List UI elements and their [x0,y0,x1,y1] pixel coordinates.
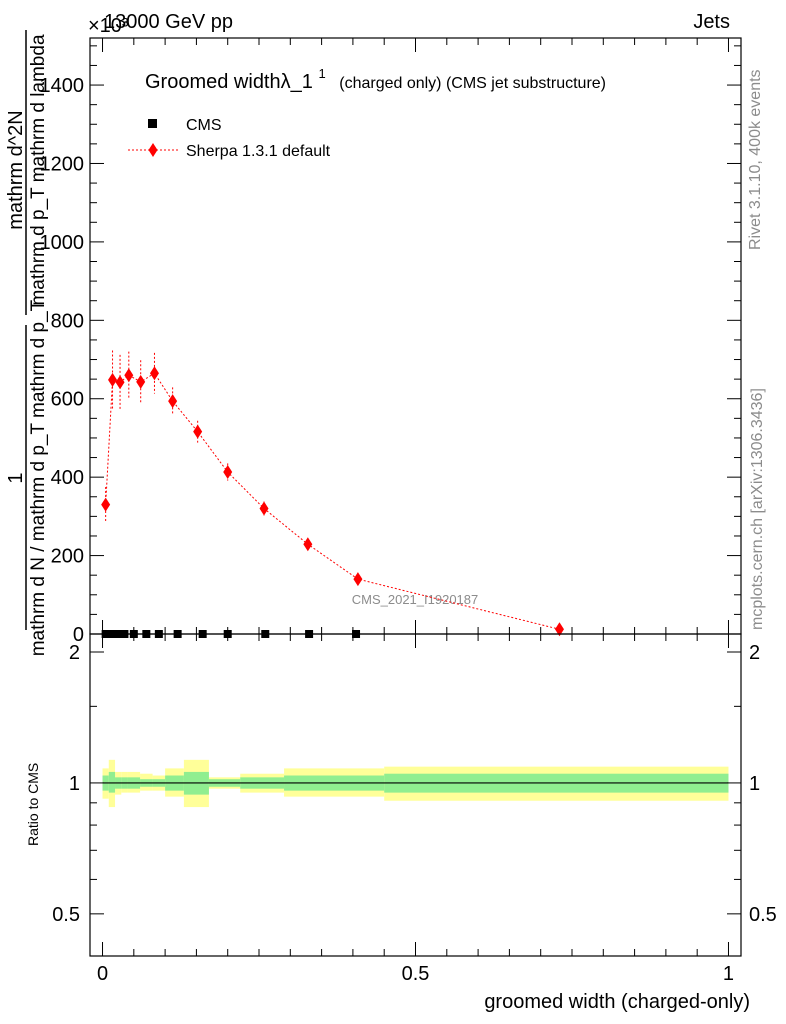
legend-sherpa-marker [148,143,158,157]
main-y-tick-label: 600 [51,389,84,411]
sherpa-point [554,622,564,637]
main-y-tick-label: 400 [51,467,84,489]
chart-title-main: Groomed widthλ_1 [145,71,313,93]
ratio-y-tick-label: 2 [69,642,80,664]
ratio-y-tick-label-right: 1 [749,773,760,795]
x-axis-label: groomed width (charged-only) [484,991,750,1013]
chart-subtitle: (charged only) (CMS jet substructure) [339,75,606,92]
y-label-numer-2: mathrm d^2N [5,110,27,229]
sherpa-point [259,501,269,516]
ratio-band-inner [108,771,116,793]
sherpa-point [115,375,125,390]
y-label-denom-1: mathrm d N / mathrm d p_T mathrm d p_T [28,299,49,656]
main-y-tick-label: 1400 [40,75,85,97]
x-tick-label: 0.5 [402,963,430,985]
ratio-y-axis-label: Ratio to CMS [25,763,41,846]
legend-cms-marker [148,119,157,128]
sherpa-point [303,537,313,552]
ratio-y-axis-ticks: 0.5 0.5 1 1 2 2 [52,642,777,957]
mcplots-label: mcplots.cern.ch [arXiv:1306.3436] [749,388,766,630]
sherpa-point [101,497,111,512]
sherpa-series [101,350,564,637]
legend-sherpa-label: Sherpa 1.3.1 default [186,143,331,160]
main-y-axis-ticks: 0 200 400 600 800 1000 1200 1400 [40,45,741,646]
legend-cms-label: CMS [186,117,222,134]
ratio-y-tick-label: 0.5 [52,904,80,926]
sherpa-point [353,572,363,587]
y-label-denom-2: mathrm d p_T mathrm d lambda [28,34,49,305]
y-label-numer-1: 1 [5,472,27,483]
ratio-x-axis-ticks: 0 0.5 1 [97,634,734,985]
ratio-y-tick-label-right: 0.5 [749,904,777,926]
main-y-tick-label: 1200 [40,153,85,175]
sherpa-point [136,374,146,389]
main-y-tick-label: 800 [51,310,84,332]
sherpa-point [149,366,159,381]
chart-title: Groomed widthλ_1 1 (charged only) (CMS j… [145,61,606,93]
ratio-y-tick-label: 1 [69,773,80,795]
legend: CMS Sherpa 1.3.1 default [128,117,331,160]
sherpa-point [108,372,118,387]
sherpa-point [124,368,134,383]
x-tick-label: 0 [97,963,108,985]
chart-title-sup: 1 [318,66,325,81]
sherpa-point [223,465,233,480]
main-y-axis-label: 1 mathrm d N / mathrm d p_T mathrm d p_T… [5,30,49,656]
sherpa-line [105,372,560,630]
energy-label: 13000 GeV pp [104,11,233,33]
process-label: Jets [693,11,730,33]
sherpa-point [193,424,203,439]
main-y-tick-label: 200 [51,546,84,568]
rivet-label: Rivet 3.1.10, 400k events [747,69,764,250]
main-y-tick-label: 0 [73,624,84,646]
ratio-plot-panel: 0.5 0.51 12 2 0 0.5 1 Ratio to CMS groomed wi… [25,633,777,1013]
main-x-axis-ticks [102,38,729,634]
main-plot-panel: 0 200 400 600 800 1000 1200 1400 CMS_2021_I1920… [5,30,742,656]
watermark: CMS_2021_I1920187 [352,592,479,607]
ratio-y-tick-label-right: 2 [749,642,760,664]
main-y-tick-label: 1000 [40,232,85,254]
sherpa-point [168,394,178,409]
exponent-label: ×10³ [88,15,129,37]
x-tick-label: 1 [723,963,734,985]
